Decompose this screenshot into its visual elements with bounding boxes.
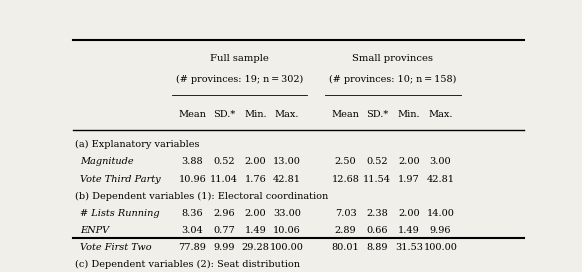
Text: 2.00: 2.00 (244, 157, 266, 166)
Text: 0.52: 0.52 (367, 157, 388, 166)
Text: 8.36: 8.36 (182, 209, 203, 218)
Text: 0.52: 0.52 (213, 157, 235, 166)
Text: 29.28: 29.28 (242, 243, 269, 252)
Text: 2.00: 2.00 (244, 209, 266, 218)
Text: 100.00: 100.00 (424, 243, 457, 252)
Text: ENPV: ENPV (80, 226, 109, 235)
Text: 2.89: 2.89 (335, 226, 356, 235)
Text: Vote First Two: Vote First Two (80, 243, 152, 252)
Text: Min.: Min. (398, 110, 420, 119)
Text: 2.50: 2.50 (335, 157, 356, 166)
Text: 31.53: 31.53 (395, 243, 423, 252)
Text: 9.96: 9.96 (430, 226, 451, 235)
Text: 1.76: 1.76 (244, 175, 267, 184)
Text: (a) Explanatory variables: (a) Explanatory variables (75, 140, 200, 149)
Text: 12.68: 12.68 (332, 175, 360, 184)
Text: Full sample: Full sample (210, 54, 269, 63)
Text: 3.04: 3.04 (182, 226, 203, 235)
Text: 2.38: 2.38 (366, 209, 388, 218)
Text: 80.01: 80.01 (332, 243, 360, 252)
Text: 100.00: 100.00 (270, 243, 304, 252)
Text: 11.54: 11.54 (363, 175, 391, 184)
Text: Mean: Mean (178, 110, 206, 119)
Text: 2.00: 2.00 (398, 157, 420, 166)
Text: (# provinces: 10; n = 158): (# provinces: 10; n = 158) (329, 75, 457, 84)
Text: (c) Dependent variables (2): Seat distribution: (c) Dependent variables (2): Seat distri… (75, 260, 300, 270)
Text: 42.81: 42.81 (273, 175, 301, 184)
Text: 1.49: 1.49 (244, 226, 267, 235)
Text: (b) Dependent variables (1): Electoral coordination: (b) Dependent variables (1): Electoral c… (75, 192, 328, 201)
Text: 2.96: 2.96 (213, 209, 235, 218)
Text: 1.49: 1.49 (398, 226, 420, 235)
Text: 77.89: 77.89 (178, 243, 206, 252)
Text: 11.04: 11.04 (210, 175, 238, 184)
Text: SD.*: SD.* (213, 110, 235, 119)
Text: Mean: Mean (332, 110, 360, 119)
Text: 9.99: 9.99 (213, 243, 235, 252)
Text: SD.*: SD.* (366, 110, 388, 119)
Text: 33.00: 33.00 (273, 209, 301, 218)
Text: # Lists Running: # Lists Running (80, 209, 160, 218)
Text: Magnitude: Magnitude (80, 157, 134, 166)
Text: Vote Third Party: Vote Third Party (80, 175, 161, 184)
Text: 0.66: 0.66 (367, 226, 388, 235)
Text: Max.: Max. (428, 110, 453, 119)
Text: 8.89: 8.89 (367, 243, 388, 252)
Text: 0.77: 0.77 (213, 226, 235, 235)
Text: 7.03: 7.03 (335, 209, 357, 218)
Text: (# provinces: 19; n = 302): (# provinces: 19; n = 302) (176, 75, 303, 84)
Text: Min.: Min. (244, 110, 267, 119)
Text: 2.00: 2.00 (398, 209, 420, 218)
Text: 3.88: 3.88 (182, 157, 203, 166)
Text: Small provinces: Small provinces (353, 54, 434, 63)
Text: Max.: Max. (275, 110, 299, 119)
Text: 10.96: 10.96 (179, 175, 206, 184)
Text: 42.81: 42.81 (427, 175, 455, 184)
Text: 14.00: 14.00 (427, 209, 455, 218)
Text: 13.00: 13.00 (273, 157, 301, 166)
Text: 1.97: 1.97 (398, 175, 420, 184)
Text: 10.06: 10.06 (273, 226, 301, 235)
Text: 3.00: 3.00 (430, 157, 451, 166)
